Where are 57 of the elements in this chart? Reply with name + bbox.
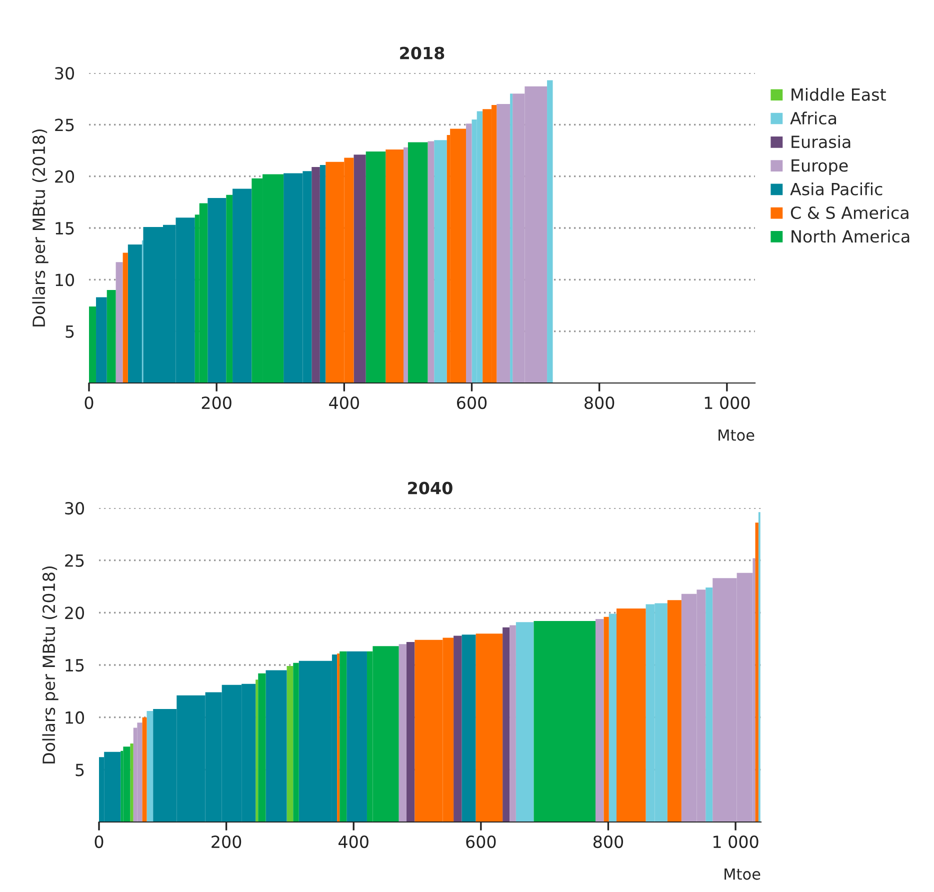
bar: [256, 680, 258, 822]
x-tick-label: 0: [84, 396, 94, 410]
x-tick-label: 800: [593, 835, 624, 848]
y-tick-label: 10: [66, 711, 84, 724]
y-tick-label: 25: [65, 554, 84, 567]
bar: [130, 744, 134, 822]
x-tick-label: 800: [584, 396, 614, 410]
bar: [116, 262, 123, 383]
x-tick-label: 400: [329, 396, 359, 410]
x-tick-label: 200: [202, 396, 232, 410]
chart-title: 2018: [400, 46, 444, 60]
bar: [146, 711, 154, 822]
legend-label: C & S America: [790, 206, 908, 220]
x-axis-title: Mtoe: [724, 868, 760, 880]
x-tick-label: 0: [94, 835, 104, 848]
y-tick-label: 15: [66, 659, 84, 672]
bar: [706, 588, 713, 822]
x-tick-label: 1 000: [704, 396, 750, 410]
bar: [293, 662, 299, 822]
x-axis-title: Mtoe: [718, 429, 754, 441]
x-tick-label: 1 000: [714, 835, 758, 848]
legend-label: North America: [792, 230, 910, 243]
legend-label: Middle East: [792, 88, 886, 101]
bar: [199, 203, 208, 383]
bar: [123, 746, 130, 822]
bar: [596, 618, 604, 822]
legend-label: Africa: [790, 112, 836, 125]
bar: [454, 636, 462, 822]
y-tick-label: 15: [56, 222, 74, 235]
y-axis-title: Dollars per MBtu (2018): [32, 129, 48, 326]
y-tick-label: 30: [65, 502, 84, 515]
bar: [466, 124, 472, 383]
legend-label: Asia Pacific: [790, 182, 882, 196]
y-tick-label: 20: [65, 606, 84, 620]
chart-title: 2040: [408, 482, 452, 494]
legend-label: Europe: [792, 159, 848, 176]
y-tick-label: 5: [76, 764, 84, 776]
y-tick-label: 5: [66, 326, 74, 338]
y-tick-label: 30: [55, 66, 74, 80]
bar: [547, 80, 553, 383]
bar: [406, 642, 415, 822]
x-tick-label: 400: [338, 835, 368, 848]
y-tick-label: 10: [56, 274, 74, 286]
legend-label: Eurasia: [792, 135, 850, 148]
bar: [502, 627, 510, 822]
bar: [608, 614, 617, 822]
bar: [428, 141, 434, 383]
x-tick-label: 200: [212, 835, 242, 848]
bar: [340, 651, 347, 822]
bar: [258, 673, 266, 822]
x-tick-label: 600: [466, 835, 496, 848]
y-axis-title: Dollars per MBtu (2018): [42, 566, 58, 764]
y-tick-label: 25: [55, 118, 74, 132]
bar: [398, 644, 406, 822]
x-tick-label: 600: [457, 396, 487, 410]
y-tick-label: 20: [55, 170, 74, 183]
bar: [106, 290, 116, 383]
